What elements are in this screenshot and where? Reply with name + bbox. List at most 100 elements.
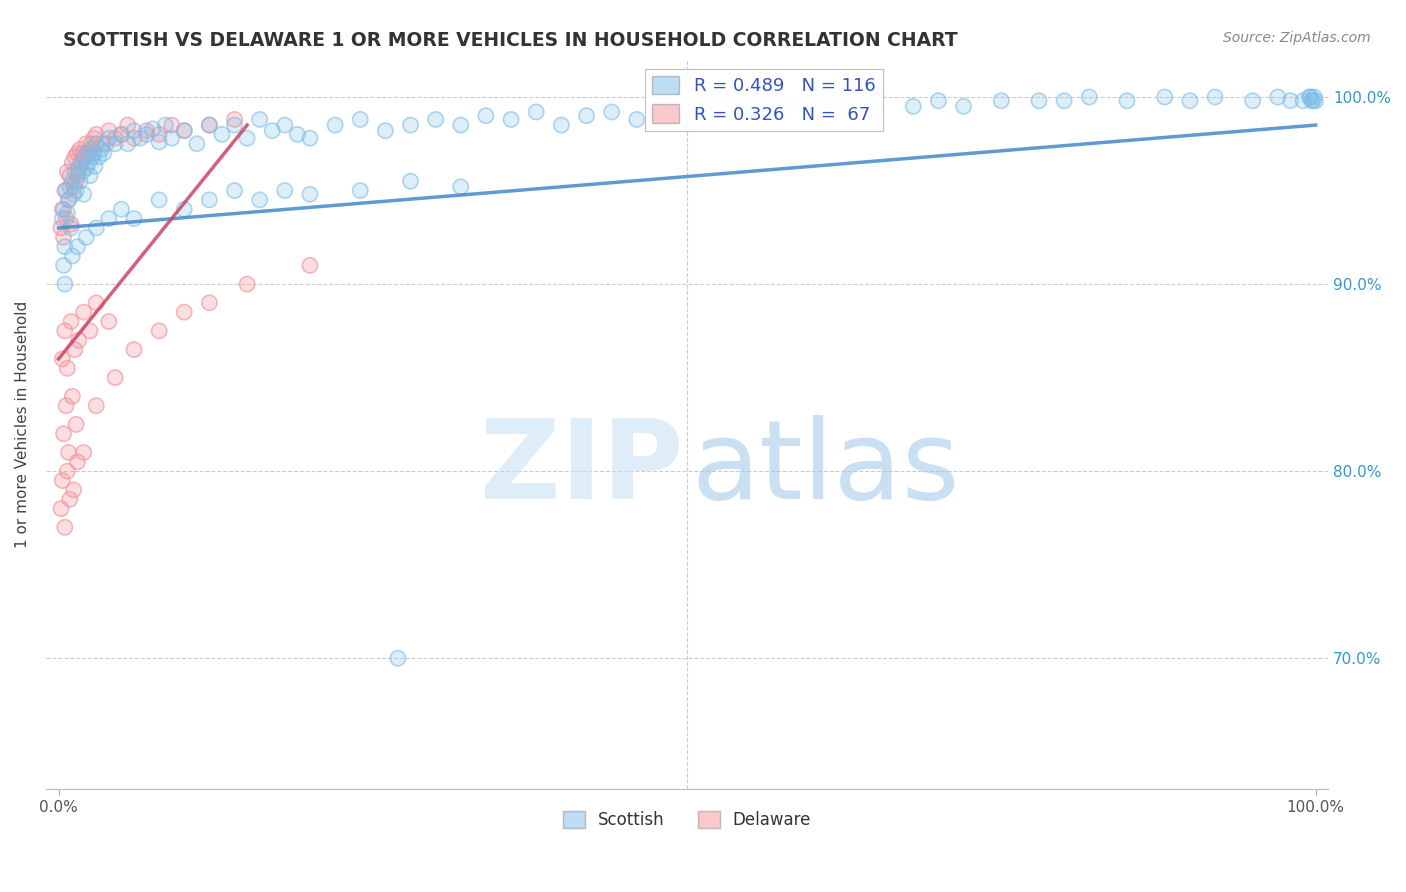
Point xyxy=(198,118,221,132)
Text: ZIP: ZIP xyxy=(479,415,683,522)
Point xyxy=(173,124,195,138)
Point xyxy=(65,184,87,198)
Point xyxy=(374,124,396,138)
Point xyxy=(75,230,97,244)
Point xyxy=(349,112,371,127)
Point xyxy=(104,136,127,151)
Point xyxy=(173,305,195,319)
Point xyxy=(66,146,89,161)
Point xyxy=(110,128,132,142)
Point xyxy=(249,193,271,207)
Point xyxy=(738,105,761,120)
Point xyxy=(160,131,183,145)
Point xyxy=(84,221,107,235)
Point xyxy=(801,109,824,123)
Point xyxy=(122,131,145,145)
Point xyxy=(173,124,195,138)
Point xyxy=(1303,90,1326,104)
Point xyxy=(80,136,103,151)
Point xyxy=(1241,94,1264,108)
Point xyxy=(236,277,259,291)
Point xyxy=(1028,94,1050,108)
Point xyxy=(173,124,195,138)
Point xyxy=(96,136,118,151)
Point xyxy=(224,184,246,198)
Point xyxy=(499,112,522,127)
Point xyxy=(104,136,127,151)
Point xyxy=(84,399,107,413)
Point xyxy=(59,169,82,183)
Point xyxy=(122,131,145,145)
Point xyxy=(249,193,271,207)
Point xyxy=(73,187,96,202)
Point xyxy=(1116,94,1139,108)
Point xyxy=(387,651,409,665)
Point xyxy=(927,94,949,108)
Point xyxy=(475,109,498,123)
Point xyxy=(990,94,1012,108)
Point xyxy=(75,161,97,175)
Point xyxy=(58,445,80,459)
Point xyxy=(49,221,72,235)
Point xyxy=(76,146,98,161)
Point xyxy=(117,118,139,132)
Point xyxy=(82,150,104,164)
Point xyxy=(75,230,97,244)
Point xyxy=(65,417,87,432)
Point xyxy=(952,99,974,113)
Point xyxy=(58,193,80,207)
Point xyxy=(77,155,100,169)
Point xyxy=(58,193,80,207)
Point xyxy=(58,193,80,207)
Point xyxy=(60,174,83,188)
Point xyxy=(575,109,598,123)
Point xyxy=(56,361,79,376)
Point xyxy=(865,94,887,108)
Point xyxy=(60,249,83,263)
Point xyxy=(160,118,183,132)
Point xyxy=(60,174,83,188)
Point xyxy=(59,492,82,507)
Point xyxy=(129,131,152,145)
Point xyxy=(67,165,90,179)
Point xyxy=(90,142,112,156)
Point xyxy=(93,146,115,161)
Point xyxy=(69,174,91,188)
Point xyxy=(97,124,120,138)
Point xyxy=(827,99,849,113)
Point xyxy=(160,131,183,145)
Point xyxy=(1298,90,1320,104)
Point xyxy=(211,128,233,142)
Point xyxy=(77,155,100,169)
Point xyxy=(51,351,73,366)
Point xyxy=(72,165,94,179)
Point xyxy=(148,324,170,338)
Point xyxy=(91,136,114,151)
Point xyxy=(72,165,94,179)
Point xyxy=(66,146,89,161)
Point xyxy=(55,211,77,226)
Point xyxy=(776,99,799,113)
Point xyxy=(135,128,157,142)
Point xyxy=(148,135,170,149)
Point xyxy=(66,455,89,469)
Point xyxy=(1301,94,1323,108)
Point xyxy=(93,146,115,161)
Point xyxy=(274,184,297,198)
Point xyxy=(198,193,221,207)
Point xyxy=(75,136,97,151)
Point xyxy=(198,118,221,132)
Point xyxy=(676,112,699,127)
Point xyxy=(51,211,73,226)
Point xyxy=(298,131,321,145)
Point xyxy=(148,324,170,338)
Point xyxy=(53,184,76,198)
Point xyxy=(1303,90,1326,104)
Point xyxy=(84,399,107,413)
Point xyxy=(52,230,75,244)
Point xyxy=(56,464,79,478)
Point xyxy=(79,324,101,338)
Point xyxy=(53,520,76,534)
Point xyxy=(702,109,724,123)
Point xyxy=(67,333,90,347)
